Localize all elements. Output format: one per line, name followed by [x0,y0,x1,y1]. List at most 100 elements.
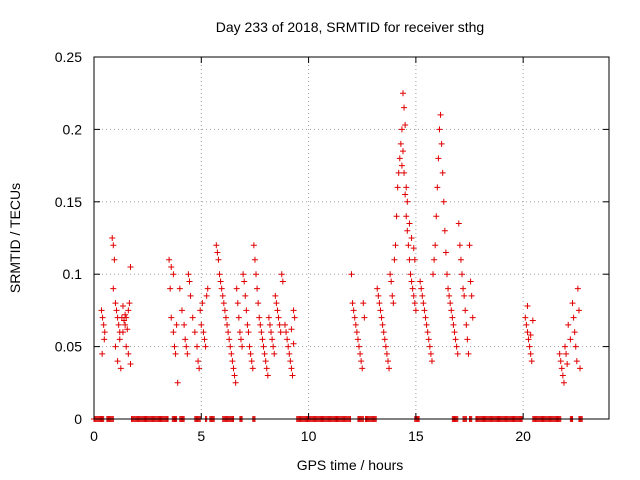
data-point [125,350,132,357]
data-point [288,326,295,333]
data-point [191,329,198,336]
data-point [184,350,191,357]
data-point [558,365,565,372]
data-point [248,358,255,365]
data-point [174,379,181,386]
data-point [240,271,247,278]
data-point [214,249,221,256]
data-point [101,329,108,336]
data-point [349,300,356,307]
data-point [219,292,226,299]
data-point [440,198,447,205]
data-point [466,242,473,249]
data-point [170,271,177,278]
data-point [557,358,564,365]
data-point [112,300,119,307]
data-point [436,126,443,133]
data-point [269,336,276,343]
data-point [356,343,363,350]
data-point [411,256,418,263]
x-axis-label: GPS time / hours [297,457,404,473]
data-point [226,336,233,343]
data-point [361,314,368,321]
data-point [575,307,582,314]
data-point [231,372,238,379]
data-point [276,321,283,328]
data-point [254,285,261,292]
data-point [187,292,194,299]
data-point [119,303,126,310]
data-point [196,365,203,372]
data-point [242,292,249,299]
data-point [423,321,430,328]
data-point [393,213,400,220]
data-point [255,300,262,307]
data-point [441,227,448,234]
data-point [250,242,257,249]
data-point [428,358,435,365]
data-point [451,329,458,336]
y-tick-label: 0.25 [55,49,82,65]
data-point [249,365,256,372]
data-point [410,292,417,299]
data-point [417,278,424,285]
data-point [278,271,285,278]
data-point [467,278,474,285]
data-point [244,321,251,328]
data-point [426,343,433,350]
data-point [183,343,190,350]
data-point [439,169,446,176]
data-point [394,184,401,191]
data-point [122,321,129,328]
data-point [359,365,366,372]
data-point [562,343,569,350]
data-point [217,278,224,285]
data-point [527,332,534,339]
data-point [224,321,231,328]
data-point [447,300,454,307]
data-point [113,307,120,314]
data-point [556,350,563,357]
data-point [408,278,415,285]
data-point [570,314,577,321]
data-point [574,285,581,292]
data-point [463,321,470,328]
data-point [290,340,297,347]
data-point [168,263,175,270]
data-point [464,336,471,343]
data-point [181,321,188,328]
plot-frame [93,56,610,420]
data-point [258,329,265,336]
data-point [98,307,105,314]
data-point [253,271,260,278]
data-point [123,343,130,350]
data-point [170,329,177,336]
data-point [197,307,204,314]
data-point [122,311,129,318]
data-point [434,184,441,191]
y-tick-label: 0.05 [55,339,82,355]
data-point [279,278,286,285]
data-point [350,307,357,314]
data-point [563,350,570,357]
data-point [235,314,242,321]
data-point [272,292,279,299]
data-point [176,285,183,292]
data-point [119,329,126,336]
data-point [525,336,532,343]
data-point [266,321,273,328]
data-point [247,350,254,357]
data-point [230,365,237,372]
x-tick-label: 10 [301,428,317,444]
data-point [405,242,412,249]
data-point [384,358,391,365]
data-point [125,307,132,314]
y-tick-label: 0.15 [55,194,82,210]
data-point [221,307,228,314]
data-point [172,350,179,357]
x-tick-label: 0 [90,428,98,444]
data-point [357,350,364,357]
x-tick-label: 5 [197,428,205,444]
data-point [406,220,413,227]
